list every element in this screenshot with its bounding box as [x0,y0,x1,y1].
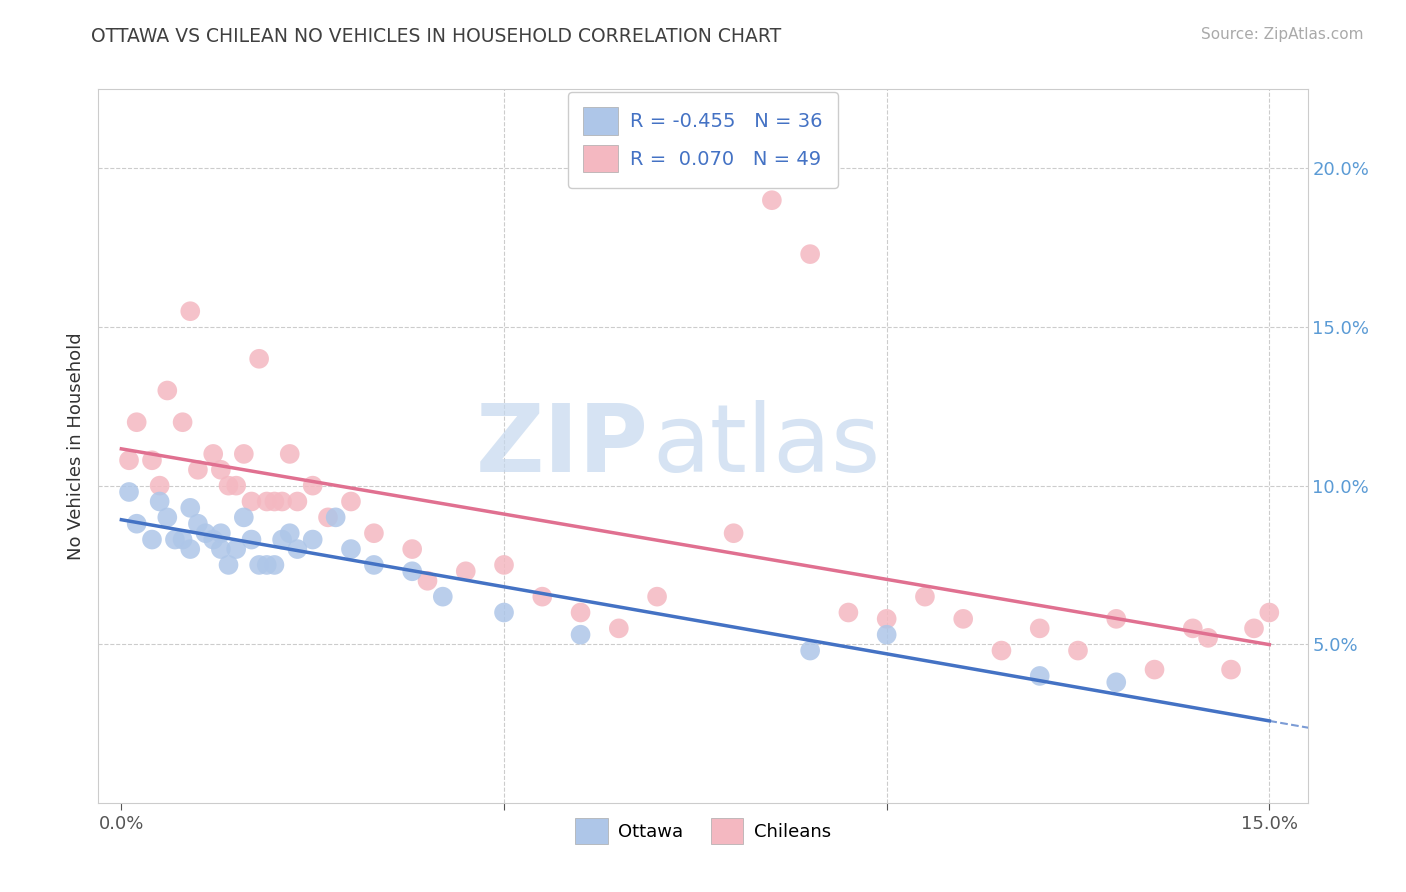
Point [247,351,270,366]
Point [1028,621,1050,635]
Point [401,542,423,557]
Point [225,478,247,492]
Point [263,558,285,572]
Point [141,453,163,467]
Point [156,510,179,524]
Point [179,542,201,557]
Point [278,447,301,461]
Point [287,542,309,557]
Point [218,478,240,492]
Point [209,463,232,477]
Text: OTTAWA VS CHILEAN NO VEHICLES IN HOUSEHOLD CORRELATION CHART: OTTAWA VS CHILEAN NO VEHICLES IN HOUSEHO… [91,27,782,45]
Point [316,510,339,524]
Point [172,415,194,429]
Point [761,193,783,207]
Legend: Ottawa, Chileans: Ottawa, Chileans [568,811,838,851]
Point [607,621,630,635]
Point [837,606,859,620]
Point [240,494,263,508]
Point [179,304,201,318]
Point [209,542,232,557]
Point [645,590,668,604]
Point [232,510,254,524]
Point [118,453,141,467]
Point [1067,643,1090,657]
Point [416,574,439,588]
Point [271,494,294,508]
Point [256,494,278,508]
Point [531,590,554,604]
Point [325,510,347,524]
Point [225,542,247,557]
Point [218,558,240,572]
Point [125,415,148,429]
Y-axis label: No Vehicles in Household: No Vehicles in Household [66,332,84,560]
Point [340,542,363,557]
Point [990,643,1012,657]
Point [172,533,194,547]
Point [799,247,821,261]
Text: ZIP: ZIP [475,400,648,492]
Point [156,384,179,398]
Point [301,533,323,547]
Text: Source: ZipAtlas.com: Source: ZipAtlas.com [1201,27,1364,42]
Point [163,533,186,547]
Point [209,526,232,541]
Point [256,558,278,572]
Point [141,533,163,547]
Point [569,606,592,620]
Point [187,516,209,531]
Point [179,500,201,515]
Point [149,494,172,508]
Point [340,494,363,508]
Point [1197,631,1219,645]
Point [1258,606,1281,620]
Point [287,494,309,508]
Point [1220,663,1243,677]
Point [1243,621,1265,635]
Point [363,558,385,572]
Point [432,590,454,604]
Point [118,485,141,500]
Text: atlas: atlas [652,400,880,492]
Point [952,612,974,626]
Point [723,526,745,541]
Point [492,558,515,572]
Point [1181,621,1204,635]
Point [492,606,515,620]
Point [202,533,225,547]
Point [914,590,936,604]
Point [1105,612,1128,626]
Point [876,628,898,642]
Point [799,643,821,657]
Point [569,628,592,642]
Point [1028,669,1050,683]
Point [202,447,225,461]
Point [401,564,423,578]
Point [1105,675,1128,690]
Point [1143,663,1166,677]
Point [454,564,477,578]
Point [125,516,148,531]
Point [187,463,209,477]
Point [240,533,263,547]
Point [363,526,385,541]
Point [278,526,301,541]
Point [271,533,294,547]
Point [149,478,172,492]
Point [232,447,254,461]
Point [876,612,898,626]
Point [263,494,285,508]
Point [301,478,323,492]
Point [194,526,217,541]
Point [247,558,270,572]
